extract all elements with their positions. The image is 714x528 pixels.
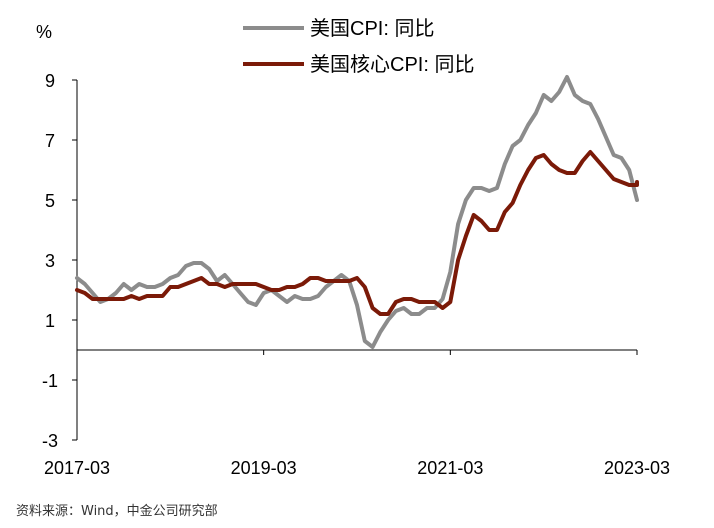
y-axis-unit-label: % — [36, 22, 52, 42]
y-tick-label: 5 — [45, 191, 55, 211]
y-tick-label: 7 — [45, 131, 55, 151]
legend-label: 美国核心CPI: 同比 — [310, 53, 474, 76]
series-group — [75, 75, 639, 349]
y-tick-label: 1 — [45, 311, 55, 331]
y-tick-label: 3 — [45, 251, 55, 271]
core-cpi-yoy-line — [75, 150, 639, 316]
x-tick-label: 2017-03 — [44, 458, 110, 478]
y-tick-label: 9 — [45, 71, 55, 91]
x-tick-label: 2023-03 — [604, 458, 670, 478]
x-axis: 2017-03 2019-03 2021-03 2023-03 — [44, 349, 670, 478]
x-tick-label: 2019-03 — [231, 458, 297, 478]
y-axis: -3 -1 1 3 5 7 9 — [42, 71, 78, 451]
legend-label: 美国CPI: 同比 — [310, 17, 434, 40]
source-note: 资料来源：Wind，中金公司研究部 — [16, 504, 218, 519]
y-tick-label: -1 — [42, 371, 58, 391]
y-tick-label: -3 — [42, 431, 58, 451]
x-tick-label: 2021-03 — [417, 458, 483, 478]
cpi-yoy-line — [75, 75, 639, 349]
